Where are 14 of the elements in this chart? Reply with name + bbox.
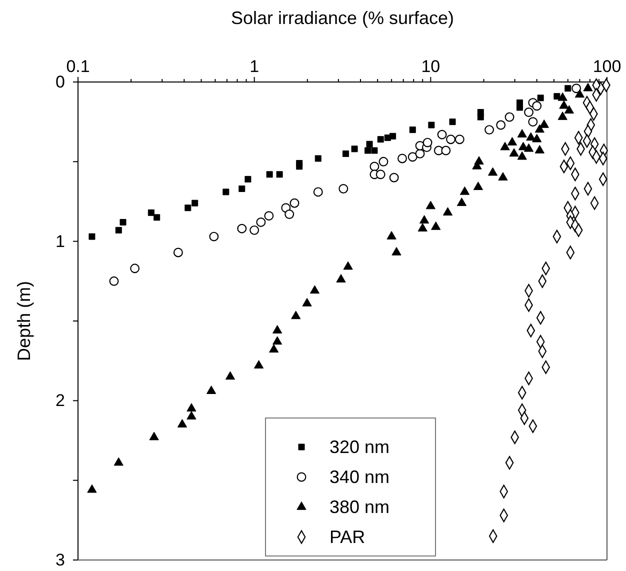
legend-label: PAR xyxy=(330,527,366,547)
x-tick-label: 0.1 xyxy=(66,57,90,76)
legend-label: 380 nm xyxy=(330,497,390,517)
x-axis-title: Solar irradiance (% surface) xyxy=(230,8,454,28)
x-tick-label: 1 xyxy=(250,57,260,76)
y-tick-label: 1 xyxy=(56,232,65,251)
legend-label: 340 nm xyxy=(330,467,390,487)
legend-label: 320 nm xyxy=(330,437,390,457)
y-tick-label: 2 xyxy=(56,391,65,410)
x-tick-label: 100 xyxy=(592,57,622,76)
x-tick-label: 10 xyxy=(421,57,440,76)
y-tick-label: 0 xyxy=(56,72,65,92)
y-axis-title: Depth (m) xyxy=(14,280,34,362)
y-tick-label: 3 xyxy=(56,550,65,570)
